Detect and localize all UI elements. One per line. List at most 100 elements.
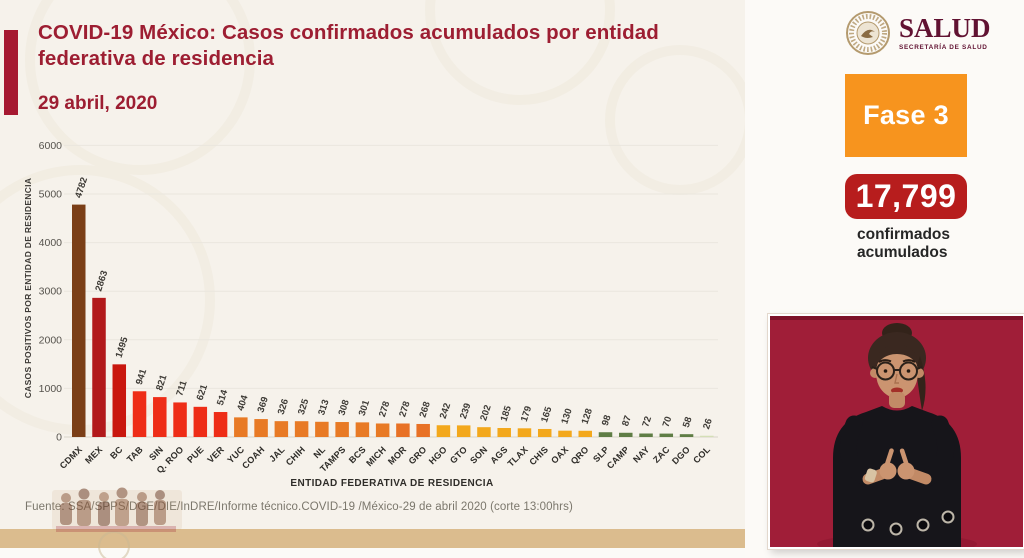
x-tick-label: CDMX (58, 444, 84, 470)
bar-CHIH (294, 421, 309, 437)
bar-QRO (578, 430, 592, 437)
bar-GRO (416, 423, 430, 437)
x-tick-label: MOR (386, 444, 409, 467)
bar-value-label: 278 (397, 400, 412, 418)
y-tick-label: 4000 (39, 237, 63, 249)
bar-NL (315, 421, 329, 437)
bar-SLP (598, 432, 613, 437)
x-tick-label: MEX (83, 444, 104, 465)
bar-PUE (193, 406, 208, 437)
bar-value-label: 821 (154, 373, 170, 392)
x-tick-label: PUE (185, 444, 206, 465)
bar-value-label: 941 (134, 367, 150, 386)
bar-OAX (558, 430, 572, 437)
bar-MEX (92, 297, 106, 437)
bar-value-label: 4782 (73, 176, 90, 200)
x-tick-label: BC (108, 444, 125, 461)
bar-MOR (396, 423, 410, 437)
salud-seal-icon (846, 11, 890, 55)
report-date: 29 abril, 2020 (38, 93, 158, 114)
mural-watermark (52, 487, 182, 532)
y-tick-label: 1000 (39, 383, 63, 395)
bottom-band (0, 529, 770, 548)
x-tick-label: COL (691, 444, 712, 465)
bar-CAMP (619, 432, 633, 437)
bar-Q. ROO (173, 402, 187, 437)
total-caption-line2: acumulados (857, 244, 948, 262)
y-tick-label: 2000 (39, 334, 63, 346)
x-tick-label: HGO (427, 444, 449, 466)
x-tick-label: TAB (125, 444, 145, 464)
x-tick-label: CHIS (527, 444, 550, 467)
bar-CDMX (72, 204, 86, 437)
bar-SON (477, 427, 491, 437)
x-tick-label: ZAC (651, 444, 672, 465)
x-tick-label: MICH (364, 444, 388, 468)
x-tick-label: CAMP (605, 444, 631, 470)
y-axis-title: CASOS POSITIVOS POR ENTIDAD DE RESIDENCI… (23, 178, 33, 399)
bar-JAL (274, 421, 289, 437)
bar-BC (112, 364, 127, 437)
bar-value-label: 165 (539, 405, 555, 424)
bar-value-label: 98 (600, 414, 614, 427)
bar-VER (213, 412, 228, 437)
bar-YUC (234, 417, 248, 437)
bar-TLAX (517, 428, 532, 437)
bar-MICH (375, 423, 390, 437)
bar-value-label: 87 (620, 414, 634, 427)
x-tick-label: NAY (631, 444, 651, 464)
bar-value-label: 202 (478, 404, 493, 422)
bar-value-label: 72 (640, 415, 654, 428)
bar-value-label: 26 (701, 417, 715, 430)
bar-DGO (679, 434, 694, 437)
bar-value-label: 1495 (114, 335, 131, 359)
x-tick-label: QRO (569, 444, 591, 466)
page-title: COVID-19 México: Casos confirmados acumu… (38, 21, 659, 70)
cases-bar-chart: 0 1000 2000 3000 4000 5000 6000 CASOS POSITIVOS… (18, 128, 740, 528)
total-cases-badge: 17,799 (845, 174, 967, 219)
bar-value-label: 313 (316, 398, 331, 416)
bar-value-label: 301 (357, 398, 373, 417)
x-tick-label: GTO (448, 444, 469, 465)
bar-ZAC (659, 433, 674, 437)
bar-COL (700, 435, 714, 437)
x-tick-label: VER (205, 444, 226, 465)
total-caption-line1: confirmados (857, 226, 951, 243)
bar-SIN (153, 397, 167, 437)
y-tick-label: 6000 (39, 140, 63, 152)
x-tick-label: SON (468, 444, 489, 465)
bar-value-label: 326 (276, 398, 291, 416)
x-tick-label: OAX (549, 444, 570, 465)
bar-value-label: 325 (296, 397, 312, 416)
bar-value-label: 239 (458, 402, 473, 420)
salud-subtitle: SECRETARÍA DE SALUD (899, 44, 988, 51)
x-tick-label: NL (311, 444, 327, 460)
glasses-icon (871, 361, 923, 381)
bar-value-label: 242 (438, 402, 453, 420)
bar-value-label: 58 (681, 416, 695, 429)
bar-COAH (254, 419, 268, 437)
bar-NAY (639, 433, 653, 437)
x-tick-label: CHIH (284, 444, 307, 467)
interpreter-person (833, 323, 961, 547)
bar-GTO (456, 425, 471, 437)
bar-HGO (436, 425, 451, 437)
phase-badge: Fase 3 (845, 74, 967, 157)
bar-value-label: 514 (215, 388, 231, 407)
bar-TAB (132, 391, 147, 437)
seal-watermark (98, 531, 130, 558)
interpreter-illustration (770, 316, 1023, 547)
bar-value-label: 278 (377, 400, 392, 418)
bar-value-label: 268 (418, 400, 433, 418)
total-caption: confirmados acumulados (857, 226, 950, 263)
bar-value-label: 2863 (93, 269, 110, 293)
bar-CHIS (537, 428, 552, 437)
x-tick-label: DGO (670, 444, 692, 466)
bar-value-label: 369 (255, 396, 270, 414)
bottom-margin (0, 548, 770, 558)
y-tick-label: 5000 (39, 189, 63, 201)
bar-value-label: 179 (519, 405, 534, 423)
y-tick-label: 0 (56, 432, 62, 444)
bar-value-label: 70 (661, 415, 675, 428)
